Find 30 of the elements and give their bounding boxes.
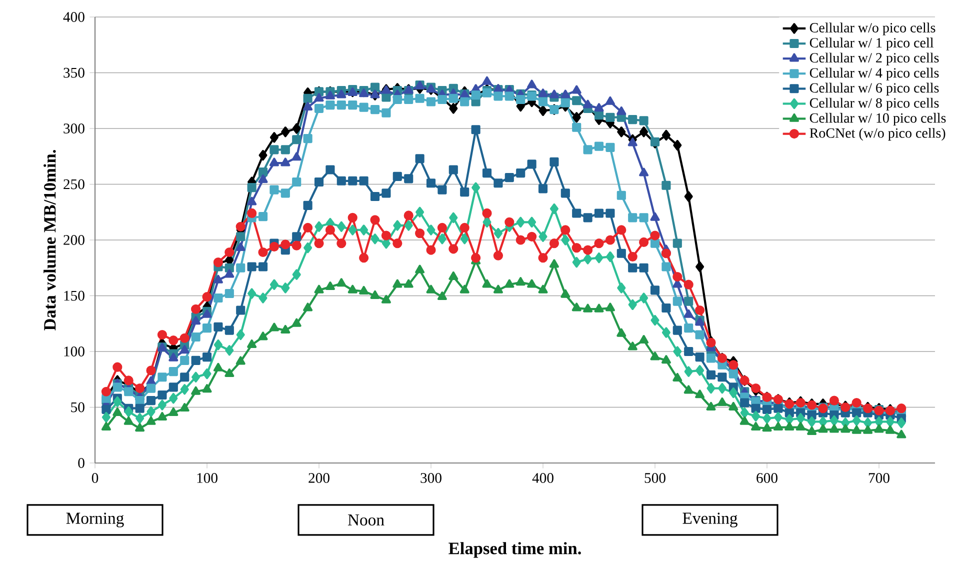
y-axis-title: Data volume MB/10min.: [44, 150, 56, 330]
text: Noon: [348, 514, 384, 526]
y-tick-label: 100: [64, 346, 84, 356]
x-axis-title: Elapsed time min.: [448, 542, 581, 558]
text: Morning: [66, 512, 124, 528]
legend-label: Cellular w/ 4 pico cells: [810, 68, 939, 80]
x-tick-label: 200: [308, 473, 330, 483]
legend-label: Cellular w/ 10 pico cells: [810, 112, 946, 126]
legend-label: Cellular w/ 1 pico cell: [810, 38, 934, 50]
y-tick-label: 50: [71, 402, 84, 412]
legend-label: RoCNet (w/o pico cells): [810, 128, 946, 141]
legend-label: Cellular w/ 2 pico cells: [810, 52, 939, 66]
y-tick-label: 400: [63, 12, 84, 22]
x-tick-label: 400: [532, 473, 554, 483]
legend-label: Cellular w/ 6 pico cells: [810, 82, 939, 96]
text: Evening: [682, 512, 738, 528]
x-tick-label: 300: [420, 473, 442, 483]
y-tick-label: 350: [64, 68, 84, 78]
y-tick-label: 250: [64, 179, 84, 190]
legend-label: Cellular w/ 8 pico cells: [810, 98, 939, 111]
x-tick-label: 0: [92, 473, 98, 483]
x-tick-label: 100: [197, 473, 218, 483]
legend-label: Cellular w/o pico cells: [810, 22, 936, 36]
y-tick-label: 200: [64, 235, 84, 245]
x-tick-label: 500: [644, 473, 666, 483]
y-tick-label: 300: [64, 124, 84, 134]
y-tick-label: 150: [64, 290, 84, 301]
y-tick-label: 0: [78, 458, 84, 468]
x-tick-label: 700: [868, 473, 890, 483]
x-tick-label: 600: [756, 473, 778, 483]
